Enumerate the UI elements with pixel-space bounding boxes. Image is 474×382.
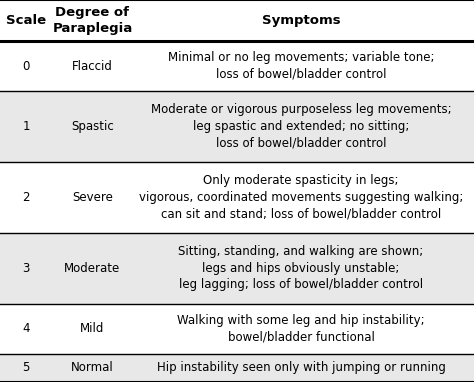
Text: 1: 1 [22, 120, 30, 133]
Bar [0, 162, 474, 233]
Bar [0, 354, 474, 382]
Bar [0, 91, 474, 162]
Bar [0, 304, 474, 354]
Text: 2: 2 [22, 191, 30, 204]
Text: Normal: Normal [71, 361, 114, 374]
Text: Degree of
Paraplegia: Degree of Paraplegia [52, 6, 133, 35]
Text: Severe: Severe [72, 191, 113, 204]
Text: 4: 4 [22, 322, 30, 335]
Bar [0, 41, 474, 91]
Text: Moderate or vigorous purposeless leg movements;
leg spastic and extended; no sit: Moderate or vigorous purposeless leg mov… [151, 104, 451, 149]
Bar [0, 0, 474, 41]
Text: Sitting, standing, and walking are shown;
legs and hips obviously unstable;
leg : Sitting, standing, and walking are shown… [178, 245, 424, 291]
Text: Scale: Scale [6, 14, 46, 27]
Text: 3: 3 [22, 262, 30, 275]
Text: Symptoms: Symptoms [262, 14, 340, 27]
Text: Spastic: Spastic [71, 120, 114, 133]
Text: Hip instability seen only with jumping or running: Hip instability seen only with jumping o… [156, 361, 446, 374]
Text: 5: 5 [22, 361, 30, 374]
Text: 0: 0 [22, 60, 30, 73]
Text: Minimal or no leg movements; variable tone;
loss of bowel/bladder control: Minimal or no leg movements; variable to… [168, 51, 434, 81]
Text: Flaccid: Flaccid [72, 60, 113, 73]
Text: Mild: Mild [80, 322, 105, 335]
Text: Only moderate spasticity in legs;
vigorous, coordinated movements suggesting wal: Only moderate spasticity in legs; vigoro… [139, 175, 463, 220]
Text: Moderate: Moderate [64, 262, 120, 275]
Text: Walking with some leg and hip instability;
bowel/bladder functional: Walking with some leg and hip instabilit… [177, 314, 425, 343]
Bar [0, 233, 474, 304]
